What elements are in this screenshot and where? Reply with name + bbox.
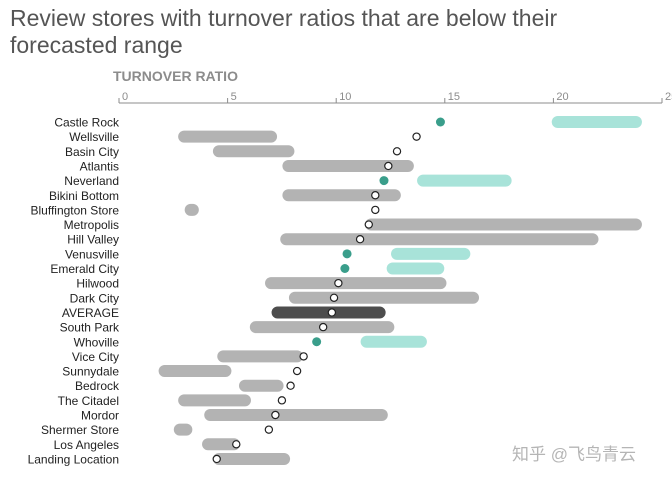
value-marker bbox=[292, 366, 302, 376]
x-tick-label: 15 bbox=[448, 91, 460, 103]
range-bar bbox=[282, 189, 401, 202]
store-label: South Park bbox=[60, 321, 120, 335]
value-marker bbox=[392, 147, 402, 156]
range-bar bbox=[391, 247, 471, 260]
value-marker bbox=[286, 381, 295, 390]
range-bar bbox=[280, 233, 599, 246]
value-marker bbox=[264, 425, 274, 434]
value-marker bbox=[384, 161, 393, 171]
store-label: Wellsville bbox=[69, 130, 119, 144]
range-bar bbox=[265, 277, 447, 290]
value-marker bbox=[212, 454, 221, 464]
value-marker bbox=[371, 205, 380, 215]
range-bar bbox=[238, 379, 284, 392]
store-label: The Citadel bbox=[58, 394, 119, 408]
x-tick-label: 5 bbox=[231, 91, 237, 103]
range-bar bbox=[386, 262, 445, 275]
store-label: Neverland bbox=[64, 174, 119, 188]
range-bar bbox=[360, 335, 427, 348]
value-marker bbox=[312, 337, 322, 347]
range-bar bbox=[417, 174, 512, 187]
range-bar bbox=[202, 438, 241, 451]
range-bar bbox=[184, 203, 199, 216]
store-label: Emerald City bbox=[50, 262, 119, 276]
value-marker bbox=[340, 264, 350, 273]
value-marker bbox=[342, 249, 352, 259]
store-label: Los Angeles bbox=[54, 438, 119, 452]
range-bar bbox=[282, 159, 414, 172]
value-marker bbox=[412, 132, 421, 141]
store-label: Dark City bbox=[70, 291, 119, 305]
store-label: Metropolis bbox=[64, 218, 119, 232]
value-marker bbox=[299, 352, 308, 361]
store-label: Hill Valley bbox=[67, 233, 119, 247]
value-marker bbox=[379, 176, 389, 186]
range-bar bbox=[173, 423, 193, 436]
value-marker bbox=[355, 234, 365, 244]
x-tick-label: 10 bbox=[339, 91, 351, 103]
store-label: Whoville bbox=[74, 335, 120, 349]
range-bar bbox=[212, 145, 295, 158]
value-marker bbox=[364, 220, 373, 229]
store-label: Hilwood bbox=[76, 277, 119, 291]
range-bar bbox=[551, 116, 642, 128]
range-bar bbox=[158, 365, 232, 378]
range-bar bbox=[364, 218, 642, 231]
store-label: Bluffington Store bbox=[30, 203, 119, 217]
x-tick-label: 0 bbox=[122, 91, 128, 103]
store-label: Shermer Store bbox=[41, 423, 119, 437]
store-label: Venusville bbox=[65, 247, 119, 261]
x-tick-label: 20 bbox=[556, 91, 568, 103]
store-label: Sunnydale bbox=[62, 365, 119, 379]
store-label: Basin City bbox=[65, 145, 119, 159]
range-bar bbox=[178, 394, 251, 407]
store-label: Vice City bbox=[72, 350, 119, 364]
store-label: Castle Rock bbox=[54, 116, 120, 130]
range-bar bbox=[178, 130, 278, 143]
store-label: Atlantis bbox=[80, 159, 119, 173]
value-marker bbox=[435, 117, 445, 127]
value-marker bbox=[318, 322, 328, 332]
x-axis-title: TURNOVER RATIO bbox=[113, 68, 238, 84]
store-label: Landing Location bbox=[28, 452, 119, 466]
chart-title: Review stores with turnover ratios that … bbox=[10, 5, 558, 58]
value-marker bbox=[232, 440, 241, 449]
value-marker bbox=[334, 278, 343, 288]
store-label: Mordor bbox=[81, 409, 119, 423]
value-marker bbox=[277, 396, 287, 405]
range-bar bbox=[212, 452, 291, 465]
range-bar bbox=[204, 409, 388, 421]
watermark: 知乎 @飞鸟青云 bbox=[512, 445, 636, 464]
value-marker bbox=[327, 308, 337, 317]
value-marker bbox=[271, 410, 280, 420]
value-marker bbox=[371, 191, 380, 200]
value-marker bbox=[329, 293, 339, 302]
store-label: AVERAGE bbox=[62, 306, 119, 320]
range-bar bbox=[288, 291, 480, 304]
store-label: Bedrock bbox=[75, 379, 120, 393]
range-bar bbox=[217, 350, 304, 363]
x-tick-label: 25 bbox=[665, 91, 672, 103]
store-label: Bikini Bottom bbox=[49, 189, 119, 203]
